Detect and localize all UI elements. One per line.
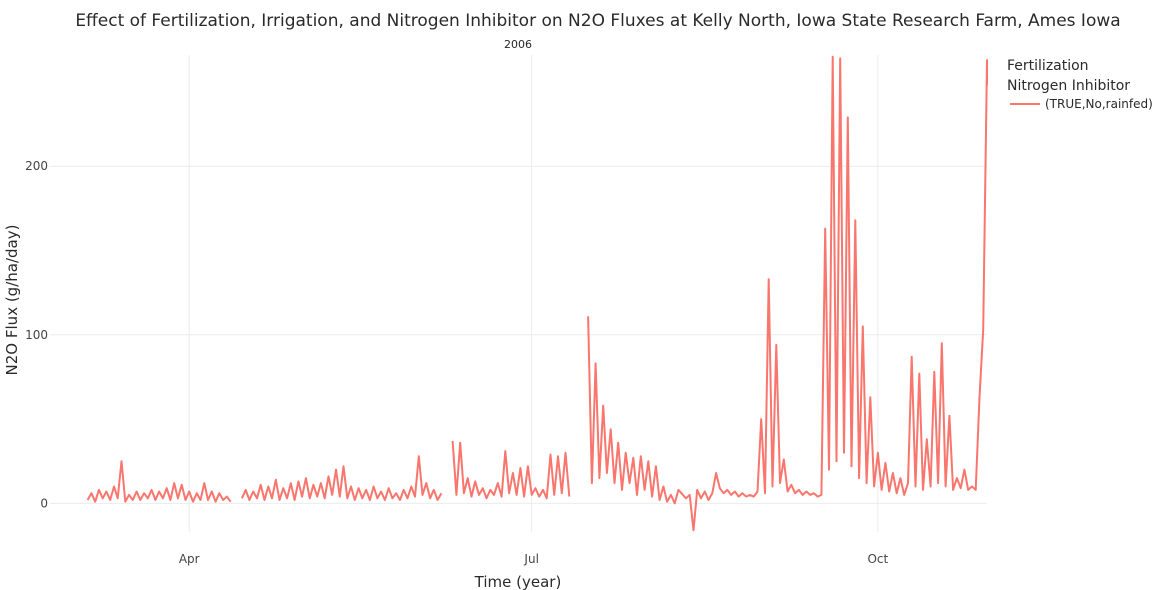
y-tick-label: 0 — [40, 496, 48, 510]
x-axis-label: Time (year) — [474, 573, 562, 590]
legend-entry-label: (TRUE,No,rainfed) — [1045, 97, 1153, 111]
y-axis-label: N2O Flux (g/ha/day) — [3, 225, 21, 376]
y-tick-label: 200 — [25, 159, 48, 173]
series-line — [240, 455, 443, 501]
legend-title-line-1: Fertilization — [1007, 58, 1089, 74]
y-axis-ticks: 0 100 200 — [25, 159, 48, 510]
x-tick-label: Oct — [867, 552, 888, 566]
chart-subtitle: 2006 — [504, 38, 532, 51]
series-line — [86, 460, 232, 503]
series-line — [587, 55, 988, 532]
legend-title-line-2: Nitrogen Inhibitor — [1007, 78, 1130, 94]
y-tick-label: 100 — [25, 328, 48, 342]
legend: Fertilization Nitrogen Inhibitor (TRUE,N… — [1007, 58, 1153, 111]
chart-title: Effect of Fertilization, Irrigation, and… — [75, 11, 1120, 31]
x-tick-label: Apr — [179, 552, 200, 566]
x-tick-label: Jul — [523, 552, 538, 566]
x-axis-ticks: Apr Jul Oct — [179, 552, 889, 566]
series-lines — [86, 55, 988, 532]
series-line — [451, 440, 571, 500]
